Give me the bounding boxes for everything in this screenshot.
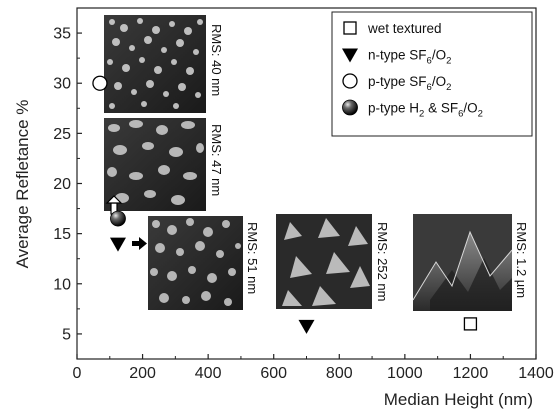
afm-image-51nm [148,216,243,310]
rms-label-47nm: RMS: 47 nm [209,124,224,196]
legend-text-part: p-type SF [368,74,427,89]
legend-subscript: 2 [446,56,451,67]
legend-marker [343,21,357,35]
y-tick-label: 25 [53,126,71,143]
y-tick-label: 30 [53,76,71,93]
afm-image-1-2um [412,214,513,311]
legend-subscript: 6 [427,56,432,67]
data-point [463,317,478,331]
legend-subscript: 6 [458,109,463,120]
x-tick-label: 1000 [387,365,423,382]
legend-text-part: n-type SF [368,48,427,63]
rms-label-1-2um: RMS: 1.2 µm [514,222,529,298]
data-point [109,237,126,252]
data-point [92,75,108,91]
legend-text-part: /O [432,48,446,63]
arrow-right-icon [132,237,147,250]
afm-image-40nm [104,15,206,113]
x-tick-label: 200 [129,365,156,382]
data-markers [92,75,478,334]
legend-label: n-type SF6/O2 [368,48,451,67]
y-axis-title: Average Refletance % [13,100,32,269]
x-tick-label: 1400 [518,365,554,382]
rms-label-51nm: RMS: 51 nm [245,222,260,294]
data-point [110,210,126,227]
legend-text-part: & SF [424,101,458,116]
y-tick-label: 35 [53,26,71,43]
legend-label: p-type H2 & SF6/O2 [368,101,483,120]
legend-text-part: /O [463,101,477,116]
legend-subscript: 2 [478,109,483,120]
y-tick-label: 15 [53,226,71,243]
x-tick-label: 0 [73,365,82,382]
afm-image-47nm [104,118,206,211]
legend-marker [342,99,358,116]
legend-subscript: 6 [427,82,432,93]
data-point [298,319,315,334]
rms-label-40nm: RMS: 40 nm [209,24,224,96]
x-tick-label: 400 [195,365,222,382]
rms-label-252nm: RMS: 252 nm [375,222,390,301]
legend-label: wet textured [367,21,442,36]
legend-box [331,11,533,137]
y-tick-label: 10 [53,276,71,293]
legend-marker [342,48,358,63]
legend-subscript: 2 [446,82,451,93]
y-tick-label: 20 [53,176,71,193]
legend-text-part: /O [432,74,446,89]
afm-image-252nm [276,214,372,309]
x-tick-label: 800 [326,365,353,382]
x-tick-label: 600 [260,365,287,382]
legend-label: p-type SF6/O2 [368,74,451,93]
legend-text-part: p-type H [368,101,419,116]
x-tick-label: 1200 [453,365,489,382]
legend-subscript: 2 [419,109,424,120]
legend-marker [342,73,358,89]
x-axis-title: Median Height (nm) [384,390,533,409]
y-tick-label: 5 [62,326,71,343]
axis-ticks: 0 200 400 600 800 1000 1200 1400 5 10 15 20 25 30 35 [53,26,554,382]
legend-text-part: wet textured [367,21,442,36]
